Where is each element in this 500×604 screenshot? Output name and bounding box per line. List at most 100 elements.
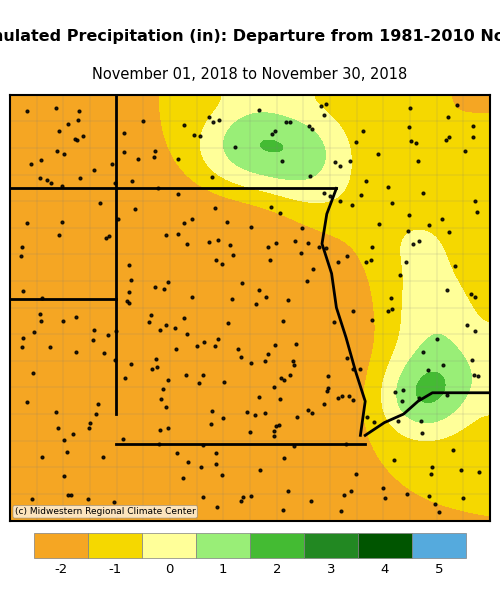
Text: 2: 2	[272, 563, 281, 576]
Point	[52, 103, 60, 113]
Point	[304, 121, 312, 131]
Point	[174, 229, 182, 239]
Point	[224, 217, 232, 227]
Point	[218, 413, 226, 423]
Point	[247, 358, 255, 368]
Point	[280, 375, 288, 385]
FancyBboxPatch shape	[142, 533, 196, 558]
Point	[96, 199, 104, 208]
Point	[473, 207, 481, 217]
Point	[85, 423, 93, 432]
Point	[264, 243, 272, 252]
Point	[376, 219, 384, 229]
Point	[23, 106, 31, 116]
Point	[213, 502, 221, 512]
Point	[303, 277, 311, 286]
Point	[320, 399, 328, 409]
Point	[424, 491, 432, 501]
Point	[340, 490, 348, 500]
Point	[424, 220, 432, 230]
Point	[54, 126, 62, 136]
Point	[260, 408, 268, 418]
Text: -1: -1	[108, 563, 122, 576]
Point	[208, 406, 216, 416]
Point	[280, 505, 287, 515]
Point	[279, 316, 287, 326]
Point	[334, 257, 342, 266]
Point	[239, 492, 247, 501]
Point	[92, 410, 100, 419]
Point	[46, 178, 54, 188]
FancyBboxPatch shape	[250, 533, 304, 558]
Point	[334, 393, 342, 402]
Point	[255, 285, 263, 295]
Point	[199, 492, 207, 502]
Point	[468, 355, 475, 365]
Point	[331, 157, 339, 167]
Point	[391, 387, 399, 396]
Point	[347, 486, 355, 495]
FancyBboxPatch shape	[34, 533, 88, 558]
Point	[152, 354, 160, 364]
Point	[438, 214, 446, 224]
Point	[307, 496, 315, 506]
FancyBboxPatch shape	[358, 533, 412, 558]
Point	[174, 154, 182, 164]
Point	[126, 359, 134, 369]
Point	[195, 379, 203, 388]
Point	[252, 299, 260, 309]
Point	[343, 251, 351, 261]
Point	[184, 457, 192, 467]
Point	[112, 355, 120, 365]
Point	[254, 106, 262, 115]
Text: 3: 3	[327, 563, 336, 576]
Point	[396, 270, 404, 280]
Point	[86, 418, 94, 428]
Point	[326, 191, 334, 201]
Point	[89, 335, 97, 345]
Point	[71, 134, 79, 144]
Point	[460, 493, 468, 503]
Point	[350, 365, 358, 374]
Point	[43, 175, 51, 185]
Point	[264, 350, 272, 359]
Point	[324, 371, 332, 381]
Point	[19, 333, 27, 342]
Point	[206, 237, 214, 246]
Point	[270, 340, 278, 350]
Point	[280, 454, 288, 463]
Point	[255, 393, 263, 402]
Point	[246, 427, 254, 437]
Point	[30, 327, 38, 336]
Point	[323, 386, 331, 396]
Point	[153, 362, 161, 371]
Point	[468, 289, 475, 298]
Point	[260, 356, 268, 366]
Point	[182, 329, 190, 339]
Point	[224, 319, 232, 329]
Point	[370, 417, 378, 426]
Point	[276, 208, 284, 217]
Point	[342, 440, 350, 449]
Point	[238, 353, 246, 362]
Point	[266, 255, 274, 265]
Point	[444, 112, 452, 121]
Point	[104, 330, 112, 340]
Point	[362, 176, 370, 185]
Point	[443, 390, 451, 399]
Point	[418, 429, 426, 439]
Point	[154, 183, 162, 193]
Point	[212, 255, 220, 265]
Point	[100, 348, 108, 358]
Point	[445, 132, 453, 142]
Point	[442, 135, 450, 145]
Text: 5: 5	[434, 563, 443, 576]
Point	[126, 298, 134, 308]
Point	[84, 494, 92, 504]
Point	[148, 364, 156, 374]
Point	[172, 344, 179, 354]
Point	[471, 196, 479, 206]
Point	[108, 159, 116, 169]
Point	[190, 130, 198, 140]
Point	[336, 506, 344, 515]
